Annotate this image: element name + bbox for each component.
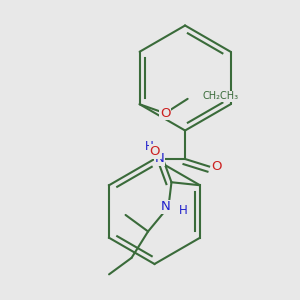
Text: H: H bbox=[145, 140, 154, 153]
Text: CH₂CH₃: CH₂CH₃ bbox=[202, 92, 238, 101]
Text: N: N bbox=[160, 200, 170, 213]
Text: O: O bbox=[160, 107, 170, 120]
Text: O: O bbox=[150, 145, 160, 158]
Text: O: O bbox=[211, 160, 222, 173]
Text: H: H bbox=[179, 204, 188, 217]
Text: N: N bbox=[155, 152, 164, 166]
